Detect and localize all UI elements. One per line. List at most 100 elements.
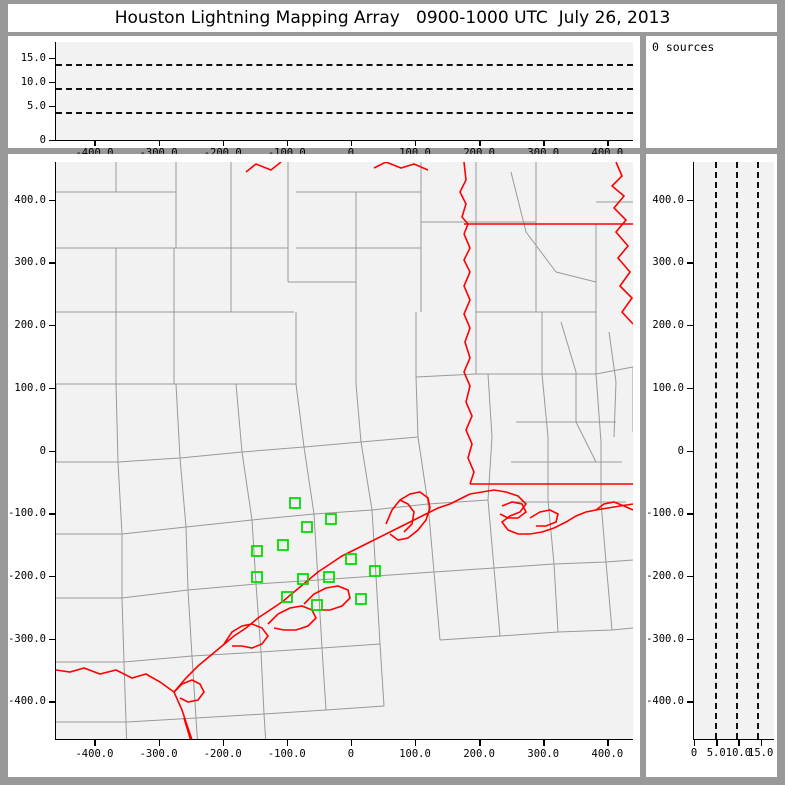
ylabel-8: 400.0 [14, 193, 46, 206]
ytick-8 [687, 199, 694, 202]
ylabel-6: 200.0 [652, 319, 684, 332]
ylabel-5: 100.0 [652, 381, 684, 394]
xtick-3 [286, 740, 289, 746]
ytick-3 [49, 513, 56, 515]
gridline-10 [56, 88, 633, 90]
x-axis-top [55, 140, 633, 142]
xtick-0 [694, 740, 696, 746]
ylabel-7: 300.0 [652, 256, 684, 269]
xtick-2 [222, 740, 225, 746]
ylabel-8: 400.0 [652, 193, 684, 206]
panel-altitude-vs-north-south: -400.0 -300.0 -200.0 -100.0 0 100.0 200.0 300.0… [646, 154, 777, 777]
ylabel-2: -200.0 [8, 569, 46, 582]
station-marker [277, 539, 289, 551]
xlabel-2: -200.0 [203, 748, 242, 760]
ylabel-4: 0 [39, 444, 46, 457]
ytick-7 [687, 262, 694, 264]
ylabel-1: -300.0 [646, 632, 684, 645]
x-axis-right [693, 739, 774, 741]
xtick-2 [222, 140, 225, 146]
plot-area-altitude-east-west[interactable] [56, 42, 633, 140]
ytick-6 [49, 325, 56, 327]
coastline-layer [56, 489, 633, 739]
xtick-6 [479, 740, 481, 746]
xtick-7 [543, 740, 545, 746]
ytick-5 [687, 387, 694, 390]
ytick-3 [687, 513, 694, 515]
xlabel-3: 15.0 [748, 747, 774, 759]
ytick-10 [49, 82, 56, 84]
station-marker [281, 591, 293, 603]
ytick-0 [49, 701, 56, 703]
source-count-text: 0 sources [652, 40, 715, 54]
station-marker [251, 545, 263, 557]
ylabel-0: -400.0 [8, 695, 46, 708]
ylabel-1: -300.0 [8, 632, 46, 645]
x-axis-map [55, 739, 633, 741]
panel-altitude-vs-east-west: 15.0 10.0 5.0 0 [8, 36, 640, 148]
ytick-8 [49, 199, 56, 202]
ylabel-2: -200.0 [646, 569, 684, 582]
xlabel-2: 10.0 [725, 747, 752, 759]
ylabel-15: 15.0 [20, 52, 46, 64]
station-marker [311, 599, 323, 611]
station-marker [323, 571, 335, 583]
station-marker [355, 593, 367, 605]
state-borders-layer [245, 162, 633, 485]
xlabel-4: 0 [347, 147, 355, 159]
ylabel-0: 0 [39, 134, 46, 146]
station-marker [251, 571, 263, 583]
ytick-2 [687, 575, 694, 578]
title-bar: Houston Lightning Mapping Array 0900-100… [8, 4, 777, 32]
ytick-4 [49, 450, 56, 452]
xtick-0 [94, 140, 96, 146]
xtick-3 [760, 740, 763, 746]
xtick-4 [350, 140, 353, 146]
ytick-5 [49, 106, 56, 108]
ylabel-10: 10.0 [20, 76, 46, 88]
ytick-6 [687, 325, 694, 327]
xtick-5 [415, 740, 417, 746]
ylabel-4: 0 [677, 444, 684, 457]
panel-source-count: 0 sources [646, 36, 777, 148]
xtick-1 [158, 740, 160, 746]
xlabel-7: 300.0 [527, 748, 560, 760]
ylabel-5: 5.0 [27, 100, 46, 112]
xlabel-6: 200.0 [463, 748, 495, 760]
xtick-2 [738, 740, 740, 746]
map-graphic [56, 162, 633, 739]
ytick-0 [49, 140, 56, 142]
ytick-5 [49, 387, 56, 390]
xtick-1 [158, 140, 160, 146]
lma-station-markers-layer [251, 497, 381, 611]
xlabel-0: -400.0 [75, 748, 114, 760]
xlabel-1: -300.0 [139, 748, 178, 760]
ytick-1 [49, 638, 56, 641]
xtick-0 [94, 740, 96, 746]
plot-area-altitude-north-south[interactable] [694, 162, 774, 739]
xtick-8 [607, 140, 609, 146]
gridline-10 [736, 162, 738, 739]
ytick-2 [49, 575, 56, 578]
ytick-15 [49, 58, 56, 60]
plot-area-map[interactable] [56, 162, 633, 739]
page-title: Houston Lightning Mapping Array 0900-100… [114, 8, 671, 28]
xtick-5 [415, 140, 417, 146]
ytick-0 [687, 701, 694, 703]
xtick-4 [350, 740, 353, 746]
y-axis-top [55, 42, 57, 141]
ylabel-3: -100.0 [8, 507, 46, 520]
gridline-5 [715, 162, 717, 739]
ylabel-0: -400.0 [646, 695, 684, 708]
station-marker [289, 497, 301, 509]
xtick-7 [543, 140, 545, 146]
station-marker [301, 521, 313, 533]
xlabel-4: 0 [347, 748, 355, 760]
xlabel-3: -100.0 [267, 748, 306, 760]
station-marker [345, 553, 357, 565]
ytick-7 [49, 262, 56, 264]
gridline-15 [56, 64, 633, 66]
station-marker [325, 513, 337, 525]
gridline-5 [56, 112, 633, 114]
